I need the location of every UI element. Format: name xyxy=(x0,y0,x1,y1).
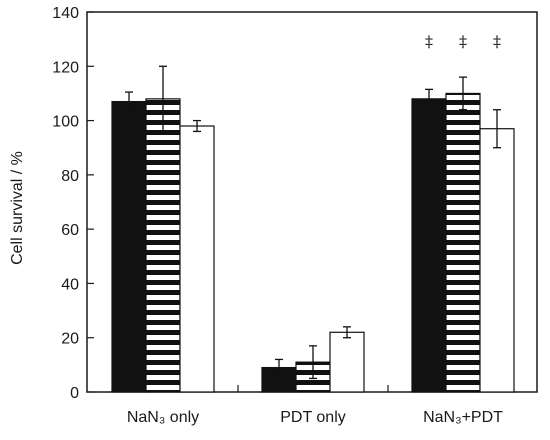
y-tick-label: 20 xyxy=(61,331,79,348)
significance-marker: ‡ xyxy=(459,32,467,51)
bar xyxy=(479,128,515,393)
y-tick-label: 100 xyxy=(52,114,79,131)
bar xyxy=(329,331,365,393)
plot-area: 0 20 40 60 80 100 120 140 NaN₃ only PDT only NaN₃+… xyxy=(52,5,538,426)
significance-marker: ‡ xyxy=(493,32,501,51)
bar xyxy=(411,98,447,393)
bar xyxy=(111,100,147,393)
y-tick-label: 140 xyxy=(52,5,79,22)
category-label: NaN₃ only xyxy=(127,409,199,426)
y-tick-label: 120 xyxy=(52,59,79,76)
significance-marker: ‡ xyxy=(425,32,433,51)
category-label: PDT only xyxy=(280,409,346,426)
category-label: NaN₃+PDT xyxy=(423,409,503,426)
y-axis-title: Cell survival / % xyxy=(9,151,26,265)
y-tick-label: 80 xyxy=(61,168,79,185)
bar xyxy=(445,92,481,393)
bar xyxy=(145,98,181,393)
bar xyxy=(179,125,215,393)
y-tick-label: 0 xyxy=(70,385,79,402)
y-tick-label: 60 xyxy=(61,222,79,239)
y-tick-label: 40 xyxy=(61,276,79,293)
